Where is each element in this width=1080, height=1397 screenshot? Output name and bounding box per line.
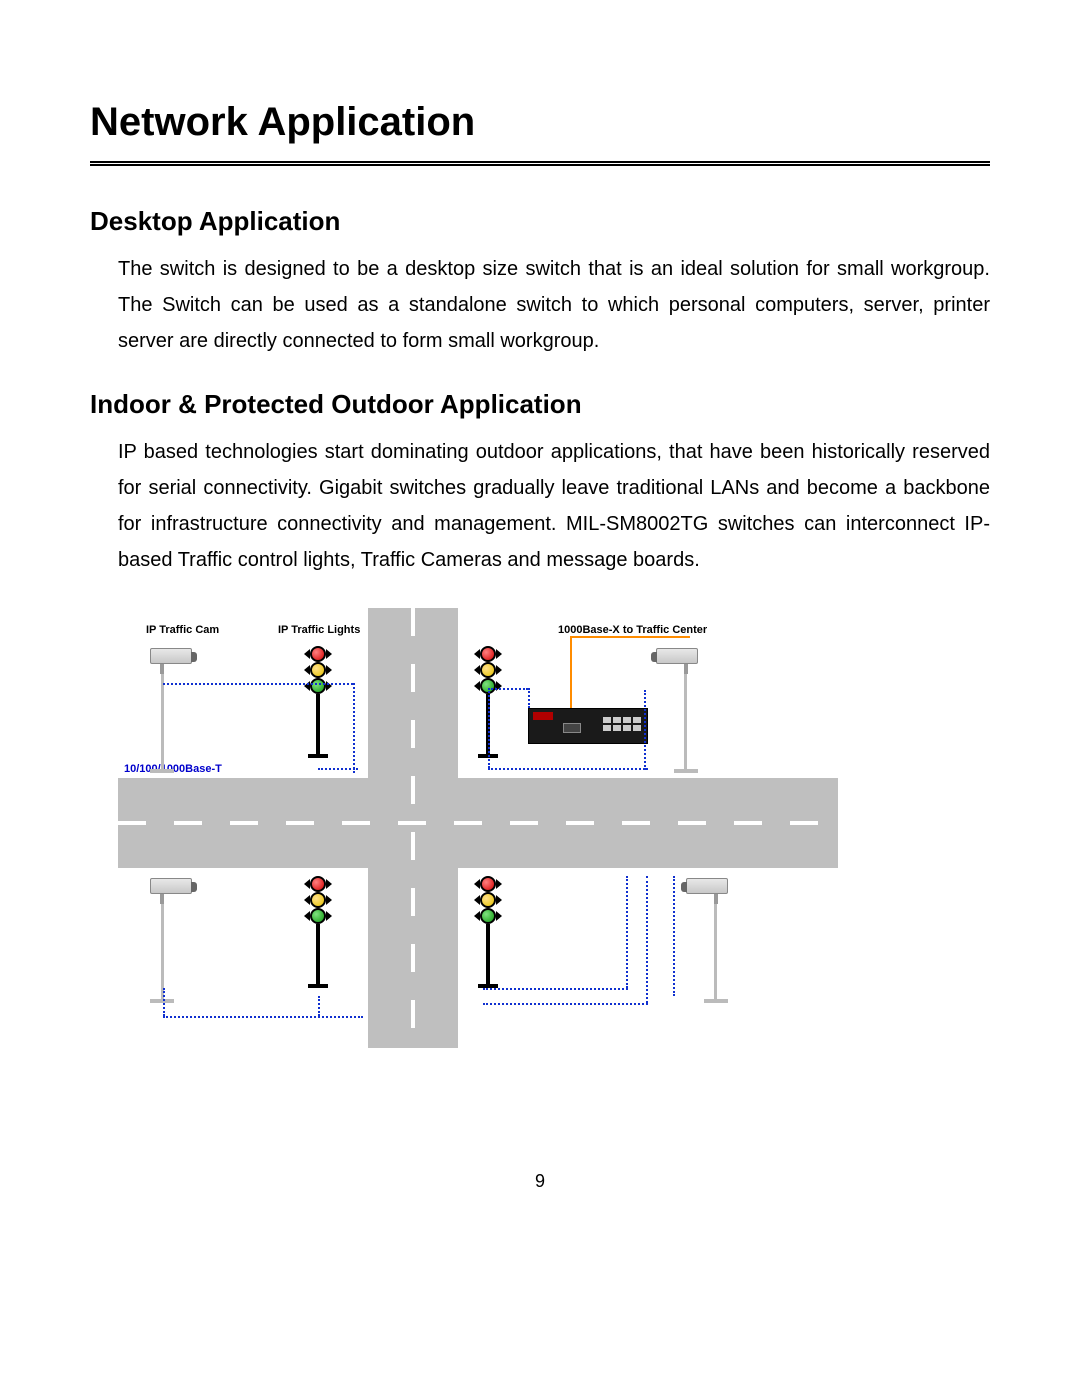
traffic-light-se bbox=[473, 876, 503, 988]
conn-line bbox=[488, 768, 648, 770]
uplink-line bbox=[570, 636, 572, 708]
camera-nw bbox=[150, 648, 210, 773]
camera-se bbox=[668, 878, 728, 1003]
switch-rj45-ports bbox=[603, 717, 641, 731]
page-number: 9 bbox=[0, 1171, 1080, 1192]
section-heading-outdoor: Indoor & Protected Outdoor Application bbox=[90, 389, 990, 420]
conn-line bbox=[163, 1016, 363, 1018]
conn-line bbox=[488, 688, 490, 768]
label-ip-traffic-lights: IP Traffic Lights bbox=[278, 624, 360, 636]
intersection-diagram: IP Traffic Cam IP Traffic Lights 10/100/… bbox=[118, 608, 838, 1048]
title-divider bbox=[90, 161, 990, 166]
traffic-light-nw bbox=[303, 646, 333, 758]
traffic-light-sw bbox=[303, 876, 333, 988]
page-title: Network Application bbox=[90, 100, 990, 145]
conn-line bbox=[528, 688, 530, 708]
conn-line bbox=[646, 876, 648, 1003]
conn-line bbox=[163, 988, 165, 1016]
switch-sfp-port bbox=[563, 723, 581, 733]
network-switch bbox=[528, 708, 648, 744]
section-heading-desktop: Desktop Application bbox=[90, 206, 990, 237]
camera-ne bbox=[638, 648, 698, 773]
conn-line bbox=[644, 690, 646, 770]
lane-marking-h bbox=[118, 821, 838, 825]
lane-marking-v bbox=[411, 608, 415, 1048]
switch-brand-badge bbox=[533, 712, 553, 720]
conn-line bbox=[318, 768, 358, 770]
conn-line bbox=[483, 988, 628, 990]
section-body-desktop: The switch is designed to be a desktop s… bbox=[118, 251, 990, 359]
conn-line bbox=[353, 683, 355, 773]
conn-line bbox=[483, 1003, 648, 1005]
conn-line bbox=[626, 876, 628, 988]
uplink-line-h bbox=[570, 636, 690, 638]
conn-line bbox=[673, 876, 675, 996]
conn-line bbox=[163, 683, 353, 685]
camera-sw bbox=[150, 878, 210, 1003]
label-ip-traffic-cam: IP Traffic Cam bbox=[146, 624, 219, 636]
conn-line bbox=[488, 688, 528, 690]
label-uplink: 1000Base-X to Traffic Center bbox=[558, 624, 707, 636]
section-body-outdoor: IP based technologies start dominating o… bbox=[118, 434, 990, 578]
conn-line bbox=[318, 996, 320, 1016]
